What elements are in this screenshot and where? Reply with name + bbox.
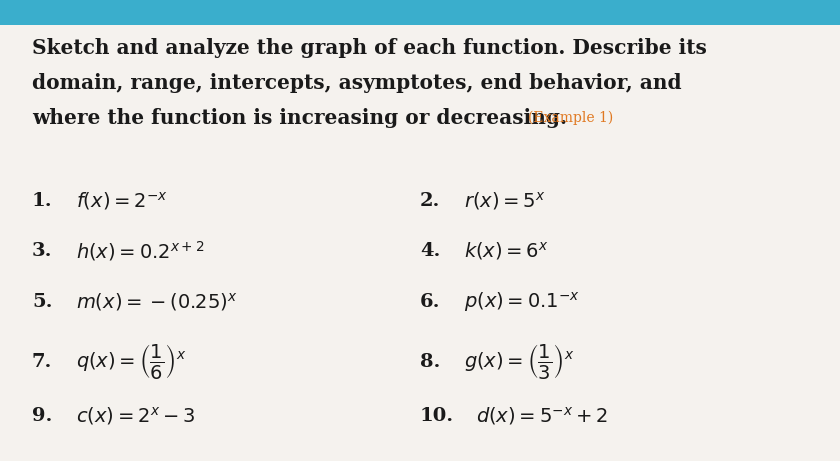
Text: 1.: 1. — [32, 191, 53, 210]
Text: $k(x) = 6^{x}$: $k(x) = 6^{x}$ — [464, 240, 549, 262]
Text: $d(x) = 5^{-x} + 2$: $d(x) = 5^{-x} + 2$ — [476, 405, 608, 427]
Text: 7.: 7. — [32, 353, 52, 371]
Text: $m(x) = -(0.25)^{x}$: $m(x) = -(0.25)^{x}$ — [76, 291, 237, 313]
Text: $g(x) = \left(\dfrac{1}{3}\right)^{x}$: $g(x) = \left(\dfrac{1}{3}\right)^{x}$ — [464, 343, 574, 381]
Text: 4.: 4. — [420, 242, 440, 260]
Text: $f(x) = 2^{-x}$: $f(x) = 2^{-x}$ — [76, 189, 167, 212]
Text: $q(x) = \left(\dfrac{1}{6}\right)^{x}$: $q(x) = \left(\dfrac{1}{6}\right)^{x}$ — [76, 343, 186, 381]
Text: 10.: 10. — [420, 407, 454, 425]
Text: 5.: 5. — [32, 293, 52, 311]
Text: domain, range, intercepts, asymptotes, end behavior, and: domain, range, intercepts, asymptotes, e… — [32, 73, 681, 93]
Text: where the function is increasing or decreasing.: where the function is increasing or decr… — [32, 107, 567, 128]
Text: 2.: 2. — [420, 191, 440, 210]
Text: 6.: 6. — [420, 293, 440, 311]
Text: Sketch and analyze the graph of each function. Describe its: Sketch and analyze the graph of each fun… — [32, 38, 706, 59]
Text: $c(x) = 2^{x} - 3$: $c(x) = 2^{x} - 3$ — [76, 405, 195, 427]
Text: (Example 1): (Example 1) — [528, 110, 612, 125]
Text: 8.: 8. — [420, 353, 440, 371]
Text: 9.: 9. — [32, 407, 52, 425]
FancyBboxPatch shape — [0, 0, 840, 25]
Text: $h(x) = 0.2^{x+2}$: $h(x) = 0.2^{x+2}$ — [76, 239, 204, 263]
Text: $r(x) = 5^{x}$: $r(x) = 5^{x}$ — [464, 189, 545, 212]
Text: $p(x) = 0.1^{-x}$: $p(x) = 0.1^{-x}$ — [464, 290, 580, 314]
Text: 3.: 3. — [32, 242, 52, 260]
